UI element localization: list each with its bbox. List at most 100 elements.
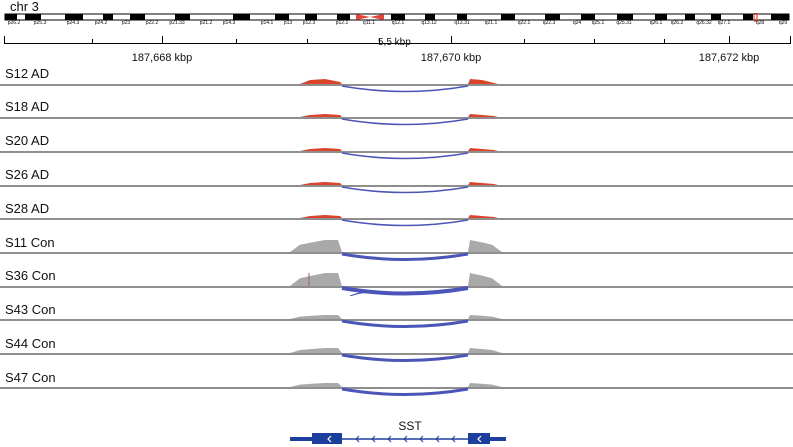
splice-junction-arc <box>341 219 469 227</box>
band-label-q11-1: q11.1 <box>362 20 376 26</box>
utr-left <box>290 437 312 441</box>
genomic-ruler[interactable]: 187,668 kbp 187,670 kbp 187,672 kbp <box>4 36 791 66</box>
coverage-exon2 <box>468 315 502 319</box>
sst-gene-model[interactable] <box>0 430 793 447</box>
band-label-p12-1: p12.1 <box>335 20 349 26</box>
band-label-p14-3: p14.3 <box>222 20 236 26</box>
band-label-p24-2: p24.2 <box>94 20 108 26</box>
track-label-s11-con[interactable]: S11 Con <box>5 235 55 250</box>
sashimi-track-6[interactable] <box>0 232 793 262</box>
splice-junction-arc <box>341 152 469 160</box>
sashimi-track-3[interactable] <box>0 131 793 161</box>
sashimi-track-4[interactable] <box>0 165 793 195</box>
strand-arrow <box>355 435 360 443</box>
ideogram-band <box>617 14 633 20</box>
band-label-q26-32: q26.32 <box>696 20 712 26</box>
track-label-s20-ad[interactable]: S20 AD <box>5 133 50 148</box>
splice-junction-arc <box>341 85 469 93</box>
band-label-q13-12: q13.12 <box>421 20 437 26</box>
minor-junction-arc <box>349 291 373 296</box>
coverage-exon2 <box>468 215 498 218</box>
sashimi-track-10[interactable] <box>0 367 793 397</box>
band-label-q25-31: q25.31 <box>616 20 632 26</box>
coverage-exon1 <box>300 79 342 84</box>
track-baseline <box>0 286 793 288</box>
ruler-major-tick <box>729 36 730 44</box>
ruler-position-3: 187,672 kbp <box>698 52 760 64</box>
sashimi-track-7[interactable] <box>0 266 793 296</box>
ideogram-band <box>130 14 145 20</box>
ideogram-band <box>233 14 250 20</box>
coverage-exon2 <box>468 182 498 185</box>
track-baseline <box>0 218 793 220</box>
band-label-q22-1: q22.1 <box>517 20 531 26</box>
ruler-minor-tick <box>236 39 237 44</box>
splice-junction-arc <box>341 353 469 362</box>
splice-junction-arc <box>341 252 469 261</box>
sashimi-track-1[interactable] <box>0 64 793 94</box>
strand-arrow <box>419 435 424 443</box>
splice-junction-arc <box>341 186 469 194</box>
ruler-minor-tick <box>307 39 308 44</box>
coverage-exon1 <box>290 273 342 286</box>
band-label-p14-1: p14.1 <box>260 20 274 26</box>
strand-arrow <box>371 435 376 443</box>
track-baseline <box>0 353 793 355</box>
ideogram-band <box>65 14 83 20</box>
track-label-s44-con[interactable]: S44 Con <box>5 336 56 351</box>
coverage-exon1 <box>290 240 342 252</box>
ideogram-band <box>175 14 190 20</box>
coverage-exon2 <box>468 79 498 84</box>
track-label-s47-con[interactable]: S47 Con <box>5 370 56 385</box>
coverage-exon1 <box>300 215 342 218</box>
coverage-exon1 <box>290 383 342 387</box>
ideogram-band <box>743 14 753 20</box>
band-label-p25-3: p25.3 <box>33 20 47 26</box>
coverage-exon1 <box>300 182 342 185</box>
utr-right <box>490 437 506 441</box>
splice-junction-arc <box>341 286 469 296</box>
ruler-major-tick <box>790 36 791 44</box>
track-baseline <box>0 252 793 254</box>
strand-arrow-exon <box>477 435 482 443</box>
exon-1 <box>312 433 342 444</box>
track-label-s26-ad[interactable]: S26 AD <box>5 167 50 182</box>
ruler-position-2: 187,670 kbp <box>420 52 482 64</box>
ruler-major-tick <box>4 36 5 44</box>
sashimi-track-2[interactable] <box>0 97 793 127</box>
track-label-s18-ad[interactable]: S18 AD <box>5 99 50 114</box>
coverage-exon2 <box>468 240 502 252</box>
ruler-line <box>4 43 790 44</box>
coverage-exon2 <box>468 348 502 353</box>
track-baseline <box>0 185 793 187</box>
sashimi-track-8[interactable] <box>0 299 793 329</box>
track-label-s12-ad[interactable]: S12 AD <box>5 66 50 81</box>
ideogram-band <box>711 14 721 20</box>
band-label-q25-1: q25.1 <box>591 20 605 26</box>
strand-arrow <box>403 435 408 443</box>
ruler-minor-tick <box>524 39 525 44</box>
sashimi-track-9[interactable] <box>0 333 793 363</box>
band-label-q26-1: q26.1 <box>649 20 663 26</box>
coverage-exon1 <box>300 114 342 117</box>
coverage-exon2 <box>468 148 498 151</box>
gene-name: SST <box>398 419 422 433</box>
band-label-q29: q29 <box>778 20 788 26</box>
strand-arrow <box>435 435 440 443</box>
band-label-q13-31: q13.31 <box>454 20 470 26</box>
track-label-s36-con[interactable]: S36 Con <box>5 268 56 283</box>
ruler-position-1: 187,668 kbp <box>131 52 193 64</box>
track-baseline <box>0 151 793 153</box>
ruler-span-label: 5,5 kbp <box>378 37 411 48</box>
ideogram-band <box>305 14 317 20</box>
track-label-s43-con[interactable]: S43 Con <box>5 302 56 317</box>
ruler-minor-tick <box>92 39 93 44</box>
ruler-minor-tick <box>594 39 595 44</box>
band-label-q22-3: q22.3 <box>542 20 556 26</box>
ideogram-band <box>685 14 695 20</box>
chromosome-ideogram[interactable] <box>4 13 790 28</box>
ruler-major-tick <box>162 36 163 44</box>
sashimi-track-5[interactable] <box>0 198 793 228</box>
track-label-s28-ad[interactable]: S28 AD <box>5 201 50 216</box>
